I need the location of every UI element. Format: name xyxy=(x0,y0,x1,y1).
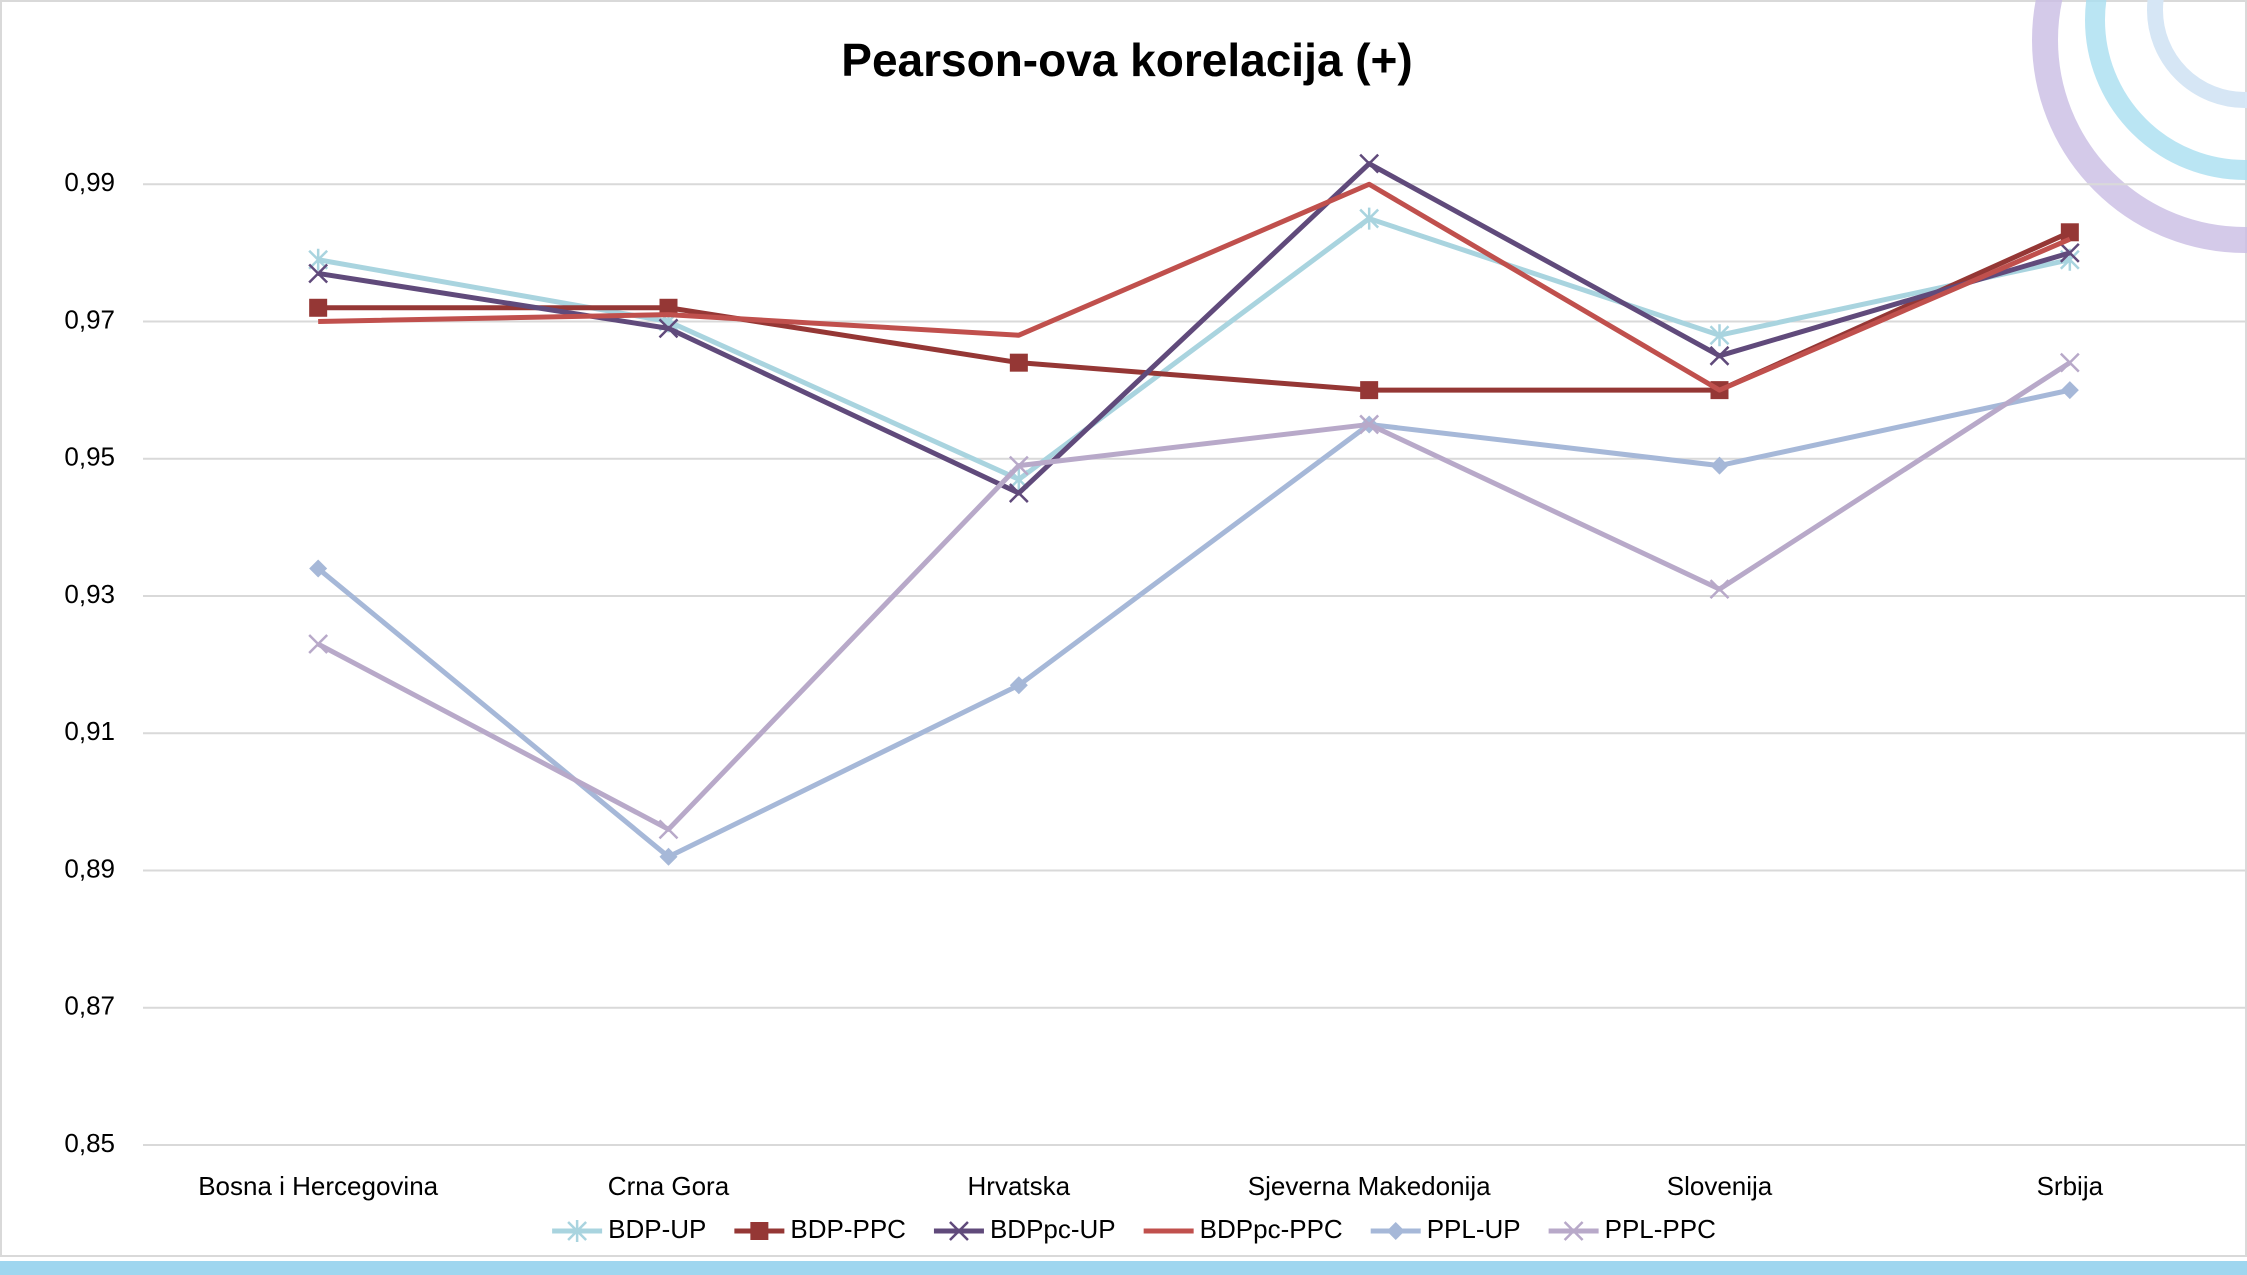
y-tick-label: 0,97 xyxy=(64,304,115,334)
chart-frame xyxy=(1,1,2246,1256)
x-tick-label: Crna Gora xyxy=(608,1171,730,1201)
x-tick-label: Srbija xyxy=(2037,1171,2104,1201)
data-point xyxy=(1010,354,1028,372)
chart: Pearson-ova korelacija (+) 0,85 0,87 0,89 0… xyxy=(0,0,2247,1275)
y-tick-label: 0,89 xyxy=(64,853,115,883)
x-tick-label: Hrvatska xyxy=(968,1171,1071,1201)
legend-label: PPL-PPC xyxy=(1605,1214,1716,1244)
y-tick-label: 0,91 xyxy=(64,716,115,746)
bottom-bar xyxy=(0,1261,2247,1275)
y-tick-label: 0,87 xyxy=(64,991,115,1021)
x-tick-label: Sjeverna Makedonija xyxy=(1248,1171,1491,1201)
y-tick-label: 0,99 xyxy=(64,167,115,197)
page: {"chart_data": {"type": "line", "title":… xyxy=(0,0,2247,1275)
y-tick-label: 0,93 xyxy=(64,579,115,609)
data-point xyxy=(1360,381,1378,399)
y-tick-label: 0,85 xyxy=(64,1128,115,1158)
chart-title: Pearson-ova korelacija (+) xyxy=(841,34,1412,86)
legend-label: BDPpc-UP xyxy=(990,1214,1116,1244)
x-tick-label: Slovenija xyxy=(1667,1171,1773,1201)
legend-marker xyxy=(750,1222,768,1240)
legend-label: BDPpc-PPC xyxy=(1200,1214,1343,1244)
data-point xyxy=(309,299,327,317)
legend-label: BDP-PPC xyxy=(790,1214,906,1244)
data-point xyxy=(2061,223,2079,241)
legend-label: BDP-UP xyxy=(608,1214,706,1244)
x-tick-label: Bosna i Hercegovina xyxy=(198,1171,438,1201)
y-tick-label: 0,95 xyxy=(64,442,115,472)
legend-label: PPL-UP xyxy=(1427,1214,1521,1244)
